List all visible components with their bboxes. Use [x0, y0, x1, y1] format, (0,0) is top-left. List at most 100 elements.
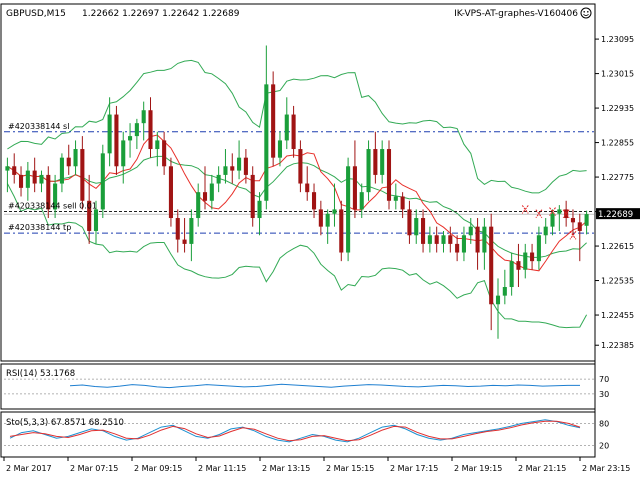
time-tick-label: 2 Mar 07:15: [70, 464, 118, 473]
candle-body: [141, 110, 146, 124]
candle: [393, 183, 398, 210]
candle-body: [489, 226, 494, 305]
candle-body: [107, 114, 112, 154]
candles: [5, 45, 589, 339]
trade-arrow: [569, 230, 577, 240]
rsi-label: RSI(14) 53.1768: [6, 369, 75, 379]
candle: [468, 218, 473, 244]
candle: [332, 183, 337, 227]
candle-body: [114, 114, 119, 167]
candle-body: [584, 214, 589, 226]
candle-body: [182, 239, 187, 244]
candle: [584, 210, 589, 235]
time-tick-label: 2 Mar 11:15: [198, 464, 246, 473]
candle-body: [148, 110, 153, 150]
candle: [148, 97, 153, 158]
price-tick-label: 1.22615: [601, 242, 634, 251]
candle: [141, 101, 146, 141]
candle: [277, 131, 283, 167]
current-price-label: 1.22689: [598, 210, 633, 220]
candle: [107, 97, 112, 167]
time-scale: 2 Mar 2017 2 Mar 07:15 2 Mar 09:15 2 Mar 11…: [3, 457, 630, 473]
candle: [516, 243, 521, 288]
candle: [32, 157, 37, 193]
ohlc-readout: 1.22662 1.22697 1.22642 1.22689: [82, 9, 240, 19]
candle-body: [414, 218, 419, 236]
candle-body: [5, 166, 10, 171]
candle: [461, 226, 466, 262]
candle-body: [550, 213, 555, 227]
candle: [298, 140, 303, 193]
candle: [100, 144, 105, 219]
time-tick-label: 2 Mar 21:15: [518, 464, 566, 473]
candle-body: [393, 196, 398, 201]
smiley-icon: [580, 7, 592, 19]
candle-body: [53, 183, 58, 210]
candle: [359, 183, 364, 219]
price-tick-label: 1.22855: [601, 139, 634, 148]
candle-body: [66, 157, 71, 167]
candle: [502, 269, 507, 305]
candle: [564, 200, 569, 227]
candle-body: [564, 209, 569, 219]
candle-body: [46, 174, 51, 210]
candle-body: [509, 261, 514, 288]
candle-body: [400, 196, 405, 210]
candle-body: [271, 84, 276, 158]
candle: [530, 243, 535, 270]
candle: [209, 174, 214, 210]
candle: [523, 243, 528, 279]
candle-body: [421, 218, 426, 244]
candle: [257, 192, 262, 236]
candle: [216, 166, 221, 193]
candle: [196, 183, 201, 227]
candle: [66, 144, 71, 175]
candle: [352, 140, 357, 219]
candle-body: [162, 140, 167, 167]
candle: [223, 149, 228, 184]
time-tick-label: 2 Mar 2017: [6, 464, 52, 473]
candle-body: [277, 140, 283, 158]
candle-body: [407, 209, 412, 236]
level-label-sl: #420338144 sl: [8, 122, 69, 131]
candle: [421, 209, 426, 253]
candle-body: [482, 226, 487, 253]
candle-body: [134, 123, 139, 137]
trade-arrow: [549, 207, 556, 216]
candle: [93, 200, 99, 244]
candle-body: [250, 174, 255, 219]
candle-body: [502, 287, 507, 296]
band-upper: [7, 59, 587, 194]
candle-body: [461, 235, 466, 253]
candle-body: [427, 235, 432, 244]
candle-body: [311, 192, 317, 210]
rsi-line: [69, 383, 580, 389]
candle: [168, 157, 173, 227]
candle: [407, 200, 412, 244]
rsi-tick-30: 30: [599, 390, 609, 399]
candle: [128, 123, 133, 158]
price-tick-label: 1.22775: [601, 173, 634, 182]
candle: [39, 170, 44, 193]
candle-body: [196, 192, 201, 219]
candle-body: [346, 166, 351, 253]
candle: [305, 166, 310, 201]
candle-body: [257, 200, 262, 219]
candle-body: [128, 136, 133, 141]
candle-body: [284, 114, 289, 141]
sto-tick-80: 80: [599, 419, 609, 428]
candle-body: [209, 183, 214, 201]
candle-body: [32, 170, 37, 184]
candle: [318, 200, 323, 236]
candle: [434, 226, 439, 253]
candle-body: [18, 174, 24, 188]
candle-body: [318, 209, 323, 227]
candle: [346, 157, 351, 262]
candle-body: [87, 200, 92, 231]
candle: [25, 161, 30, 201]
candle: [400, 192, 405, 219]
candle-body: [12, 166, 17, 175]
time-tick-label: 2 Mar 13:15: [262, 464, 310, 473]
time-tick-label: 2 Mar 23:15: [582, 464, 630, 473]
